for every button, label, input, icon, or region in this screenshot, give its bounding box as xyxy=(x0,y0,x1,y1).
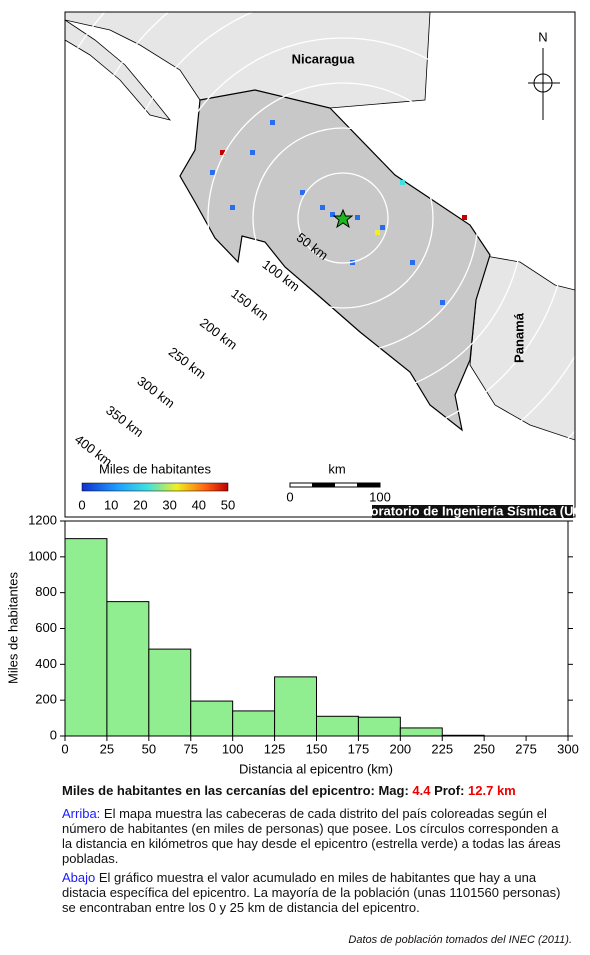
colorbar-tick: 10 xyxy=(104,497,118,512)
bar xyxy=(274,676,318,737)
x-tick-label: 25 xyxy=(100,741,114,756)
x-tick-label: 200 xyxy=(389,741,411,756)
figure: Nicaragua Panamá N Miles de habitantes k… xyxy=(5,11,590,777)
x-tick-label: 175 xyxy=(348,741,370,756)
colorbar-tick: 40 xyxy=(192,497,206,512)
x-tick-label: 275 xyxy=(515,741,537,756)
scale-tick: 100 xyxy=(369,489,391,504)
x-tick-label: 100 xyxy=(222,741,244,756)
bar xyxy=(106,601,150,737)
credit: Laboratorio de Ingeniería Sísmica (UCR) xyxy=(347,503,590,518)
caption-title: Miles de habitantes en las cercanías del… xyxy=(62,783,572,798)
scale-tick: 0 xyxy=(286,489,293,504)
bar xyxy=(64,538,108,737)
magnitude: 4.4 xyxy=(412,783,431,798)
distance-circle xyxy=(252,127,434,309)
y-tick-label: 200 xyxy=(35,692,57,707)
distance-circle xyxy=(297,172,389,264)
text: El mapa muestra las cabeceras de cada di… xyxy=(62,806,561,866)
map-frame xyxy=(64,11,576,518)
bar xyxy=(232,710,276,737)
scale-bar xyxy=(312,483,335,487)
lead: Abajo xyxy=(62,870,96,885)
y-tick-label: 0 xyxy=(50,727,57,742)
colorbar-tick: 50 xyxy=(221,497,235,512)
bar xyxy=(357,716,401,737)
colorbar-tick: 20 xyxy=(133,497,147,512)
y-axis-label: Miles de habitantes xyxy=(5,571,20,684)
credit-box xyxy=(372,505,573,518)
depth-label: Prof: xyxy=(430,783,469,798)
y-tick-label: 600 xyxy=(35,620,57,635)
north-label: N xyxy=(538,29,547,44)
colorbar-tick: 30 xyxy=(162,497,176,512)
bar xyxy=(441,734,485,737)
bar xyxy=(190,700,234,737)
x-tick-label: 250 xyxy=(473,741,495,756)
distance-circle xyxy=(207,82,479,354)
title: Miles de habitantes en las cercanías del… xyxy=(62,783,413,798)
epicenter xyxy=(332,208,354,229)
paragraph: Abajo El gráfico muestra el valor acumul… xyxy=(62,870,572,915)
x-tick-label: 50 xyxy=(142,741,156,756)
map xyxy=(65,12,575,489)
x-tick-label: 300 xyxy=(557,741,579,756)
x-tick-label: 150 xyxy=(306,741,328,756)
paragraph: Arriba: El mapa muestra las cabeceras de… xyxy=(62,806,572,866)
lead: Arriba: xyxy=(62,806,101,821)
x-tick-label: 225 xyxy=(431,741,453,756)
compass xyxy=(528,48,560,120)
x-tick-label: 0 xyxy=(61,741,68,756)
text: El gráfico muestra el valor acumulado en… xyxy=(62,870,561,915)
distance-circle xyxy=(72,12,575,489)
source: Datos de población tomados del INEC (201… xyxy=(348,934,572,946)
bar xyxy=(316,715,359,737)
scale-label: km xyxy=(328,461,345,476)
distance-circle xyxy=(117,12,569,444)
depth: 12.7 km xyxy=(468,783,516,798)
x-axis-label: Distancia al epicentro (km) xyxy=(239,761,393,776)
colorbar xyxy=(81,482,229,492)
bar xyxy=(148,648,192,737)
y-tick-label: 1200 xyxy=(28,512,57,527)
country-label: Nicaragua xyxy=(292,51,356,66)
x-tick-label: 75 xyxy=(184,741,198,756)
x-tick-label: 125 xyxy=(264,741,286,756)
y-tick-label: 400 xyxy=(35,656,57,671)
population-dots xyxy=(210,120,467,305)
bar xyxy=(399,727,443,737)
scale-bar xyxy=(357,483,380,487)
distance-circle xyxy=(162,37,524,399)
y-tick-label: 1000 xyxy=(28,548,57,563)
colorbar-label: Miles de habitantes xyxy=(99,461,212,476)
country-label: Panamá xyxy=(511,312,526,363)
y-tick-label: 800 xyxy=(35,584,57,599)
colorbar-tick: 0 xyxy=(78,497,85,512)
